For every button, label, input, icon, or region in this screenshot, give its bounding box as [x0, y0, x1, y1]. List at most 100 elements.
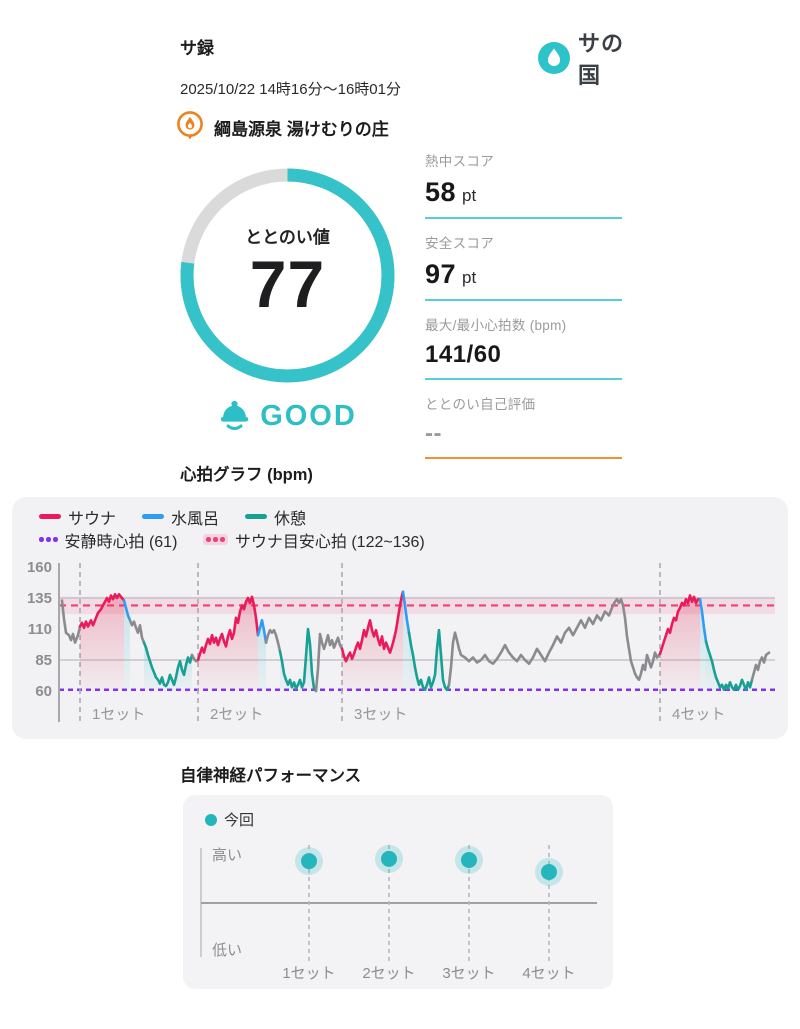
legend-label: 安静時心拍 (61)	[64, 533, 178, 551]
facility-row: 綱島源泉 湯けむりの庄	[175, 110, 389, 144]
hr-trace-sauna	[340, 590, 405, 663]
hr-trace-sauna	[658, 594, 702, 656]
y-tick-label: 160	[27, 559, 52, 576]
stat-label: 熱中スコア	[425, 154, 494, 169]
anc-dot	[461, 851, 477, 868]
hr-trace-transition	[264, 628, 282, 653]
hr-trace-cold	[256, 619, 268, 644]
set-label: 4セット	[672, 706, 725, 723]
anc-low-label: 低い	[212, 942, 242, 959]
anc-high-label: 高い	[212, 847, 242, 864]
hr-trace-transition	[750, 651, 771, 682]
anc-set-label: 1セット	[282, 965, 335, 982]
totonoi-gauge: ととのい値 77	[180, 168, 395, 383]
y-tick-label: 135	[27, 590, 52, 607]
anc-set-label: 2セット	[362, 965, 415, 982]
stat-max-min-hr: 最大/最小心拍数 (bpm) 141/60	[425, 314, 622, 380]
sauna-target-band	[59, 596, 775, 615]
hr-fill-cold	[403, 591, 409, 691]
hr-fill-sauna	[660, 595, 700, 691]
rating-text: GOOD	[260, 399, 357, 432]
hr-fill-sauna	[80, 594, 124, 691]
legend-marker	[203, 534, 228, 545]
hr-chart-legend: サウナ 水風呂 休憩 安静時心拍 (61) サウナ目安心拍 (122~136)	[39, 505, 425, 551]
hr-trace-rest	[142, 641, 194, 688]
anc-legend-dot	[205, 814, 217, 826]
page-title: サ録	[180, 39, 214, 58]
legend-label: 水風呂	[171, 510, 220, 528]
anc-dot	[301, 853, 317, 870]
hr-chart: 160 135 110 85 60 1セット 2セット 3セット 4セット	[27, 559, 775, 723]
hr-chart-card: 160 135 110 85 60 1セット 2セット 3セット 4セット サウナ 水風呂 休憩 安…	[12, 497, 788, 739]
legend-marker	[39, 537, 58, 542]
legend-item: 安静時心拍 (61)	[39, 528, 177, 552]
legend-label: サウナ	[68, 510, 117, 528]
legend-marker	[39, 514, 61, 519]
score-list: 熱中スコア 58 pt 安全スコア 97 pt 最大/最小心拍数 (bpm) 141…	[425, 150, 622, 472]
anc-set-label: 4セット	[522, 965, 575, 982]
hr-chart-title: 心拍グラフ (bpm)	[180, 466, 313, 484]
stat-label: 安全スコア	[425, 236, 494, 251]
anc-dot	[381, 850, 397, 867]
y-tick-label: 85	[35, 652, 52, 669]
hr-fill-cold	[700, 599, 706, 691]
legend-item: サウナ	[39, 505, 116, 529]
stat-value: --	[425, 420, 442, 447]
hr-trace-cold	[122, 599, 132, 622]
hr-fill-cold	[124, 600, 130, 691]
flame-pin-icon	[175, 110, 205, 144]
anc-chart-card: 今回高い低い 1セット 2セット 3セット 4セット	[183, 795, 613, 989]
stat-heat-score: 熱中スコア 58 pt	[425, 150, 622, 219]
gauge-progress-arc	[180, 168, 395, 383]
y-tick-label: 110	[28, 621, 52, 638]
stat-value: 58	[425, 177, 457, 207]
legend-item: 休憩	[245, 505, 306, 529]
stat-label: 最大/最小心拍数 (bpm)	[425, 318, 567, 333]
brand-logo[interactable]: サの国	[537, 26, 628, 90]
hr-trace-rest	[278, 627, 318, 693]
hr-trace-sauna	[78, 593, 126, 630]
gauge-value: 77	[249, 247, 326, 322]
y-tick-label: 60	[35, 683, 52, 700]
session-datetime: 2025/10/22 14時16分〜16時01分	[180, 81, 401, 98]
stat-unit: pt	[462, 186, 477, 205]
sauna-hat-icon	[218, 399, 251, 433]
stat-value: 141/60	[425, 341, 502, 368]
hr-trace-transition	[314, 632, 344, 693]
legend-marker	[245, 514, 268, 519]
hr-trace-transition	[60, 599, 82, 644]
hr-trace-rest	[407, 628, 451, 692]
gauge-label: ととのい値	[245, 228, 330, 248]
rating-row: GOOD	[180, 399, 395, 433]
legend-item: 水風呂	[142, 505, 219, 529]
water-drop-icon	[537, 41, 571, 75]
anc-chart-title: 自律神経パフォーマンス	[180, 767, 362, 785]
stat-safety-score: 安全スコア 97 pt	[425, 232, 622, 301]
brand-name: サの国	[578, 31, 625, 88]
hr-fill-sauna	[198, 596, 258, 691]
hr-trace-transition	[128, 619, 146, 644]
stat-unit: pt	[462, 268, 477, 287]
legend-label: サウナ目安心拍 (122~136)	[234, 533, 425, 551]
legend-label: 休憩	[274, 510, 307, 528]
anc-dot	[541, 863, 557, 880]
hr-trace-cold	[698, 597, 708, 643]
anc-legend-label: 今回	[224, 812, 254, 829]
stat-value: 97	[425, 259, 457, 289]
hr-trace-cold	[401, 590, 411, 634]
set-label: 3セット	[354, 706, 407, 723]
stat-label: ととのい自己評価	[425, 397, 536, 412]
hr-trace-sauna	[196, 595, 260, 662]
set-label: 1セット	[92, 706, 145, 723]
hr-trace-transition	[447, 597, 662, 687]
facility-name: 綱島源泉 湯けむりの庄	[214, 119, 389, 139]
hr-trace-rest	[704, 640, 754, 692]
stat-self-rating: ととのい自己評価 --	[425, 393, 622, 459]
anc-set-label: 3セット	[442, 965, 495, 982]
legend-item: サウナ目安心拍 (122~136)	[203, 528, 425, 552]
hr-fill-sauna	[342, 591, 403, 691]
legend-marker	[142, 514, 165, 519]
set-label: 2セット	[210, 706, 263, 723]
